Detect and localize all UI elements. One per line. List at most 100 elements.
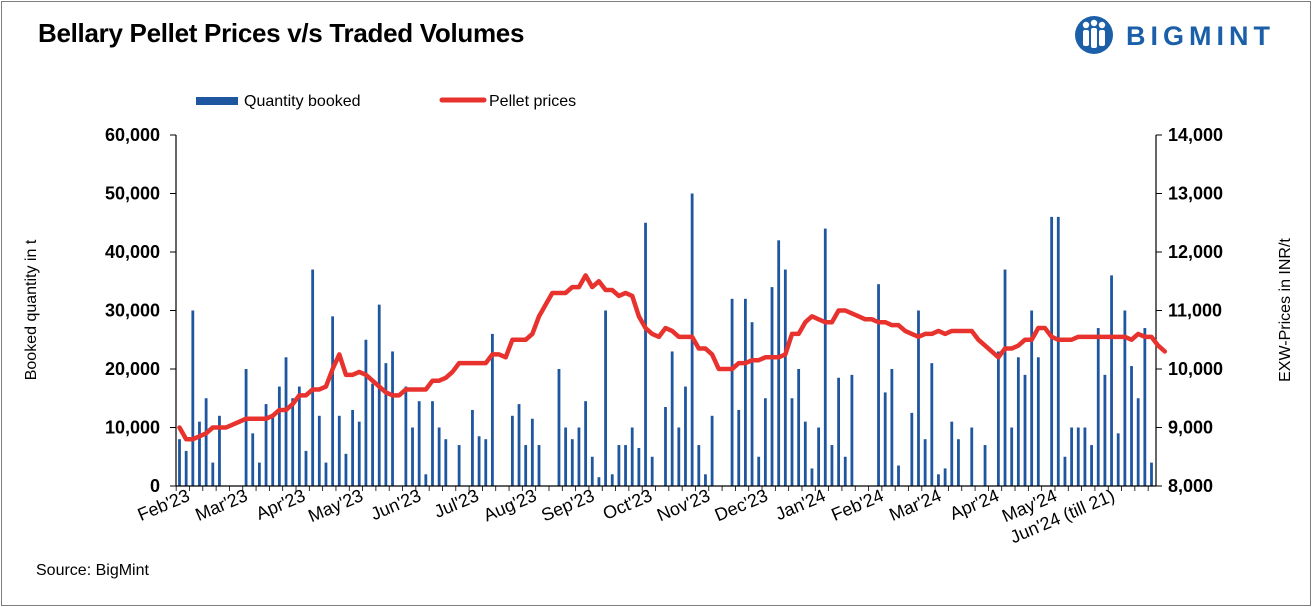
- bar-quantity: [211, 462, 215, 486]
- bar-quantity: [491, 333, 494, 486]
- y-right-tick-label: 11,000: [1168, 301, 1222, 321]
- bar-quantity: [351, 409, 354, 486]
- bar-quantity: [1056, 216, 1060, 486]
- bar-quantity: [1143, 328, 1147, 486]
- bar-quantity: [790, 398, 794, 486]
- x-tick-label: Jul'23: [431, 485, 482, 522]
- bar-quantity: [184, 450, 188, 486]
- bar-quantity: [1090, 445, 1093, 486]
- bar-quantity: [178, 439, 181, 486]
- y-right-tick-label: 13,000: [1168, 184, 1223, 204]
- bar-quantity: [297, 386, 301, 486]
- bar-quantity: [1063, 456, 1067, 486]
- bar-quantity: [471, 409, 474, 486]
- bar-quantity: [271, 415, 275, 486]
- bar-quantity: [917, 310, 920, 486]
- bar-quantity: [404, 386, 408, 486]
- bar-quantity: [411, 427, 414, 486]
- bar-quantity: [477, 436, 481, 486]
- bar-quantity: [337, 415, 341, 486]
- bar-quantity: [850, 374, 854, 486]
- bar-quantity: [371, 383, 374, 487]
- bar-quantity: [444, 439, 448, 486]
- bar-quantity: [530, 418, 534, 486]
- bar-quantity: [1096, 328, 1100, 486]
- bar-quantity: [750, 322, 754, 486]
- bar-quantity: [930, 363, 934, 486]
- y-axis-left-label: Booked quantity in t: [23, 239, 40, 380]
- bar-quantity: [1130, 366, 1133, 486]
- bar-quantity: [743, 298, 747, 486]
- legend-swatch-quantity: [196, 97, 238, 105]
- x-tick-label: Apr'23: [253, 485, 308, 524]
- bar-quantity: [650, 456, 654, 486]
- bar-quantity: [910, 412, 914, 487]
- bar-quantity: [637, 447, 641, 486]
- y-left-tick-label: 50,000: [105, 184, 160, 204]
- bar-quantity: [1110, 275, 1113, 486]
- x-tick-label: Jan'24: [772, 485, 828, 524]
- x-tick-label: Aug'23: [481, 485, 540, 525]
- bar-quantity: [1076, 427, 1080, 486]
- bar-quantity: [384, 363, 388, 486]
- bar-quantity: [218, 415, 221, 486]
- y-right-tick-label: 10,000: [1168, 359, 1223, 379]
- bar-quantity: [797, 369, 801, 486]
- bar-quantity: [783, 269, 787, 486]
- x-tick-label: Sep'23: [538, 485, 597, 525]
- y-left-tick-label: 30,000: [105, 301, 160, 321]
- bar-quantity: [617, 445, 621, 486]
- y-left-tick-label: 10,000: [105, 418, 160, 438]
- bar-quantity: [597, 477, 601, 486]
- bar-quantity: [897, 465, 900, 486]
- bar-quantity: [304, 450, 308, 486]
- bar-quantity: [364, 339, 368, 486]
- bar-quantity: [684, 386, 687, 486]
- x-tick-label: Mar'24: [886, 485, 944, 525]
- line-series-prices: [177, 273, 1168, 442]
- bar-quantity: [837, 377, 840, 486]
- y-right-tick-label: 9,000: [1168, 418, 1213, 438]
- y-right-tick-label: 14,000: [1168, 125, 1223, 145]
- bar-quantity: [424, 474, 428, 486]
- bar-quantity: [317, 415, 321, 486]
- bar-quantity: [584, 401, 588, 486]
- bar-quantity: [264, 404, 268, 486]
- bigmint-logo: BIGMINT: [1072, 14, 1302, 56]
- source-note: Source: BigMint: [36, 562, 149, 579]
- bar-quantity: [877, 284, 880, 486]
- x-tick-label: Feb'24: [828, 485, 886, 525]
- bar-quantity: [697, 445, 701, 486]
- x-tick-label: May'23: [305, 485, 366, 526]
- y-right-tick-label: 8,000: [1168, 476, 1213, 496]
- bar-quantity: [970, 427, 974, 486]
- x-tick-label: Feb'23: [135, 485, 193, 525]
- bar-quantity: [537, 445, 541, 486]
- bar-quantity: [391, 351, 394, 486]
- bigmint-logo-text: BIGMINT: [1126, 21, 1275, 51]
- bar-quantity: [417, 401, 421, 486]
- bar-quantity: [677, 427, 681, 486]
- bar-quantity: [437, 427, 441, 486]
- bar-quantity: [1083, 427, 1087, 486]
- y-left-tick-label: 60,000: [105, 125, 160, 145]
- y-left-tick-label: 40,000: [105, 242, 160, 262]
- bar-quantity: [1010, 427, 1014, 486]
- bar-quantity: [1123, 310, 1127, 486]
- bar-quantity: [830, 445, 834, 486]
- bar-quantity: [1136, 398, 1140, 486]
- bar-quantity: [923, 439, 927, 486]
- y-right-tick-label: 12,000: [1168, 242, 1223, 262]
- y-axis-right-label: EXW-Prices in INR/t: [1277, 238, 1294, 382]
- bar-quantity: [730, 298, 734, 486]
- y-left-tick-label: 0: [150, 476, 160, 496]
- bar-quantity: [1116, 433, 1120, 486]
- bar-quantity: [291, 398, 295, 486]
- bar-quantity: [670, 351, 674, 486]
- bar-quantity: [1023, 374, 1027, 486]
- bar-quantity: [604, 310, 607, 486]
- bar-quantity: [957, 439, 960, 486]
- bar-quantity: [1070, 427, 1074, 486]
